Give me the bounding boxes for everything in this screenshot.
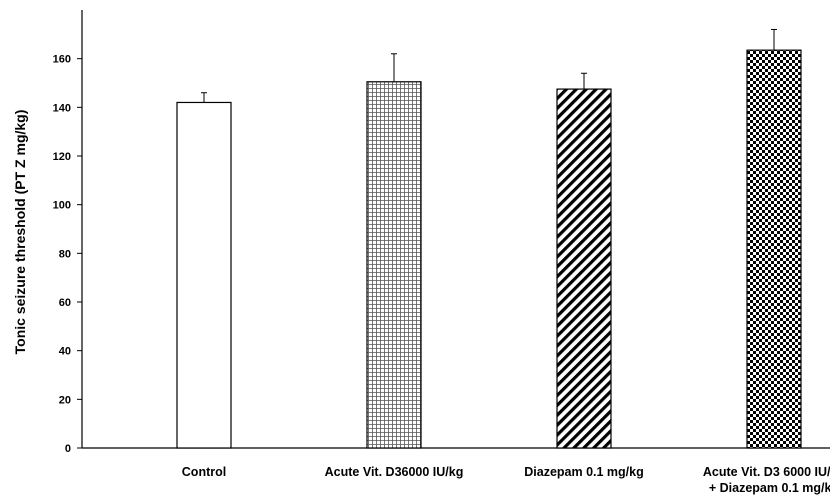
- x-category-label: + Diazepam 0.1 mg/kg: [709, 481, 830, 495]
- plot-area: 0 20 40 60 80 100 120 140 160 Control Acute Vit. D…: [53, 10, 830, 495]
- y-tick-label: 0: [65, 443, 71, 455]
- bar: [556, 88, 612, 449]
- y-tick-label: 100: [53, 200, 71, 212]
- y-tick-label: 60: [59, 297, 71, 309]
- y-tick-label: 80: [59, 248, 71, 260]
- y-tick-label: 40: [59, 346, 71, 358]
- x-category-label: Diazepam 0.1 mg/kg: [524, 465, 644, 479]
- x-category-label: Control: [182, 465, 226, 479]
- y-axis-label: Tonic seizure threshold (PT Z mg/kg): [12, 110, 28, 355]
- y-tick-label: 20: [59, 394, 71, 406]
- y-tick-label: 160: [53, 54, 71, 66]
- x-category-label: Acute Vit. D36000 IU/kg: [325, 465, 464, 479]
- x-category-label: Acute Vit. D3 6000 IU/kg: [703, 465, 830, 479]
- bar: [366, 81, 422, 449]
- y-tick-label: 140: [53, 102, 71, 114]
- bar: [176, 101, 232, 449]
- bar: [746, 49, 802, 449]
- y-tick-label: 120: [53, 151, 71, 163]
